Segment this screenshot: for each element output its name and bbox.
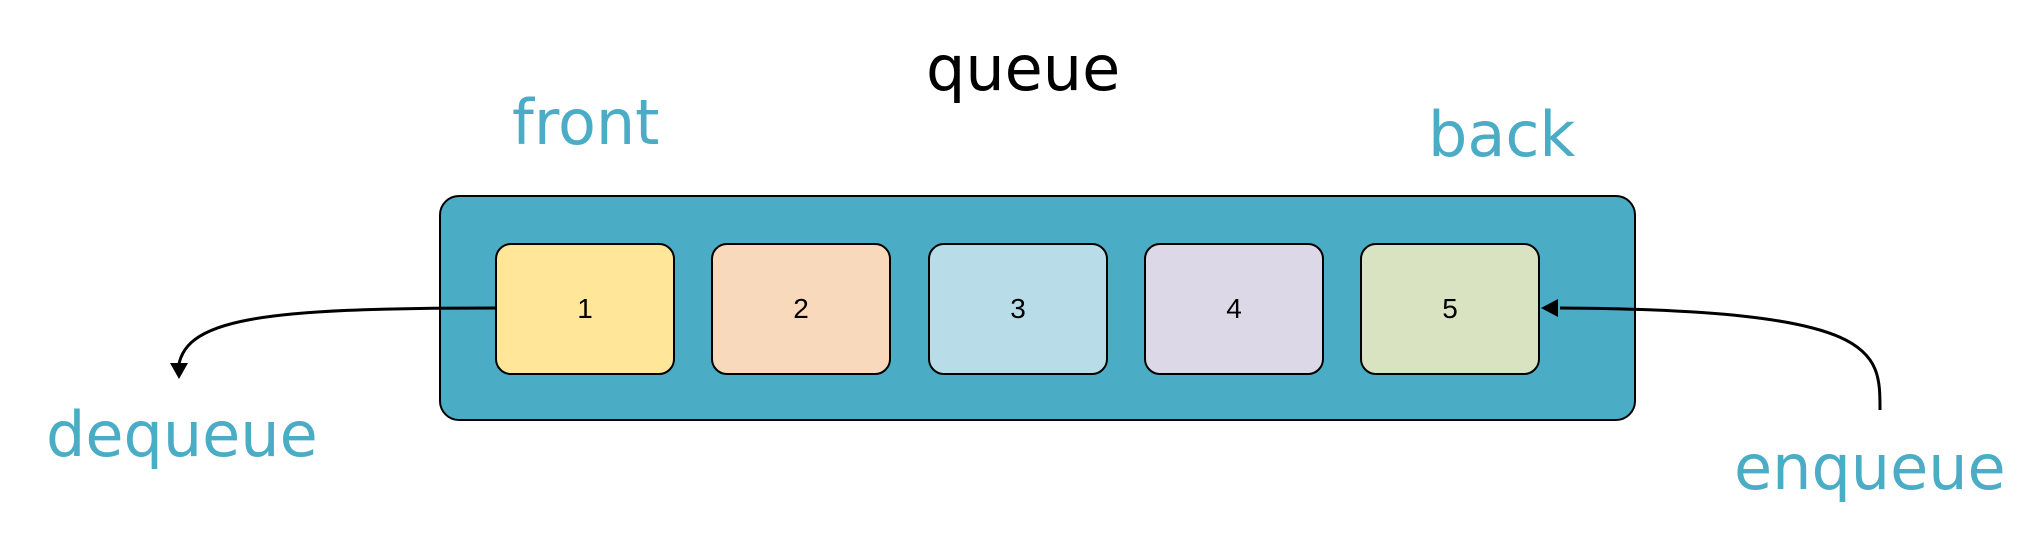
back-label: back — [1428, 98, 1576, 171]
enqueue-arrowhead — [1541, 299, 1558, 317]
queue-item-4: 4 — [1144, 243, 1324, 375]
enqueue-arrow — [1559, 306, 1882, 411]
enqueue-label: enqueue — [1734, 431, 2006, 504]
dequeue-label: dequeue — [46, 398, 318, 471]
queue-item-5: 5 — [1360, 243, 1540, 375]
queue-item-3: 3 — [928, 243, 1108, 375]
diagram-title: queue — [926, 32, 1121, 105]
queue-item-2: 2 — [711, 243, 891, 375]
front-label: front — [512, 86, 660, 159]
dequeue-arrow — [176, 306, 497, 373]
dequeue-arrowhead — [170, 363, 188, 379]
